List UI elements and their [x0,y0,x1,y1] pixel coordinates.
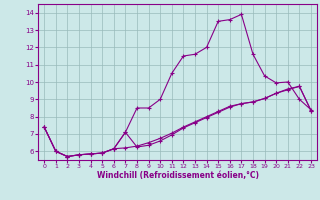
X-axis label: Windchill (Refroidissement éolien,°C): Windchill (Refroidissement éolien,°C) [97,171,259,180]
